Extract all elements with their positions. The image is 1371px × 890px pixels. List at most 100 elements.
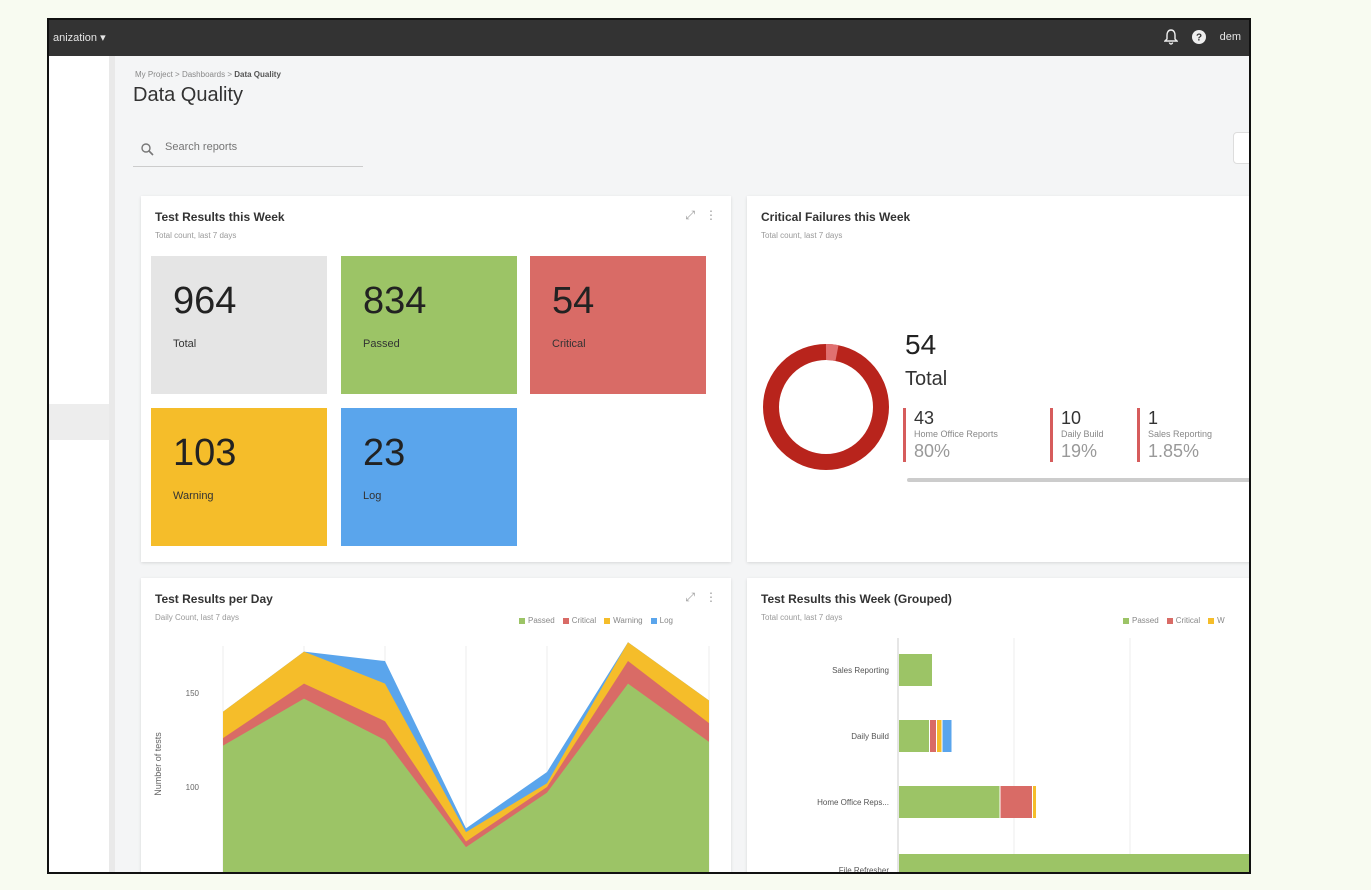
sidebar-item-selected[interactable] [49, 404, 109, 440]
legend-label: Critical [1175, 616, 1201, 625]
svg-text:?: ? [1196, 33, 1202, 44]
card-title: Test Results this Week [155, 210, 285, 224]
critical-tile[interactable]: 54 Critical [530, 256, 706, 394]
breakdown-count: 43 [914, 408, 935, 428]
chart-legend: Passed Critical W [1123, 616, 1225, 625]
legend-swatch [1208, 617, 1215, 624]
breadcrumb-current: Data Quality [234, 70, 281, 79]
breadcrumb-separator: > [227, 70, 232, 79]
search-box[interactable] [133, 134, 363, 167]
card-title: Test Results this Week (Grouped) [761, 592, 952, 606]
donut-ring [763, 344, 889, 470]
user-menu[interactable]: dem [1219, 31, 1241, 43]
legend-item-warning[interactable]: W [1208, 616, 1225, 625]
legend-swatch [650, 617, 657, 624]
legend-swatch [604, 617, 611, 624]
tile-value: 54 [552, 280, 595, 322]
tile-label: Warning [173, 490, 214, 502]
breakdown-percent: 1.85% [1148, 441, 1200, 461]
search-icon [141, 143, 154, 156]
expand-icon[interactable]: ⤢ [685, 208, 695, 222]
breakdown-percent: 19% [1061, 441, 1098, 461]
sidebar [49, 56, 109, 872]
category-label: Home Office Reps... [817, 798, 889, 807]
critical-donut-chart [763, 344, 889, 470]
legend-item-critical[interactable]: Critical [1166, 616, 1201, 625]
legend-label: Critical [571, 616, 597, 625]
warning-tile[interactable]: 103 Warning [151, 408, 327, 546]
total-tile[interactable]: 964 Total [151, 256, 327, 394]
legend-swatch [1123, 617, 1129, 624]
top-bar: anization ▾ ? dem [49, 20, 1249, 56]
test-results-week-card: Test Results this Week Total count, last… [141, 196, 731, 562]
legend-item-log[interactable]: Log [650, 616, 673, 625]
category-label: Daily Build [851, 732, 889, 741]
bar-critical [930, 720, 936, 752]
breakdown-item: 10 Daily Build 19% [1050, 408, 1104, 462]
organization-menu[interactable]: anization ▾ [53, 32, 106, 44]
bar-warning [1033, 786, 1036, 818]
legend-label: Passed [528, 616, 555, 625]
breakdown-count: 10 [1061, 408, 1082, 428]
breakdown-item: 43 Home Office Reports 80% [903, 408, 998, 462]
more-vert-icon[interactable]: ⋮ [705, 208, 717, 222]
area-series-passed [223, 683, 709, 872]
bar-warning [937, 720, 942, 752]
card-subtitle: Total count, last 7 days [761, 613, 843, 622]
legend-item-warning[interactable]: Warning [604, 616, 643, 625]
sidebar-divider [109, 56, 115, 872]
breadcrumb-dashboards[interactable]: Dashboards [181, 70, 226, 79]
expand-icon[interactable]: ⤢ [685, 590, 695, 604]
passed-tile[interactable]: 834 Passed [341, 256, 517, 394]
critical-total-value: 54 [905, 329, 937, 360]
legend-item-passed[interactable]: Passed [1123, 616, 1159, 625]
breakdown-name: Home Office Reports [914, 429, 998, 439]
bar-passed [899, 720, 929, 752]
tile-label: Critical [552, 338, 586, 350]
page-title: Data Quality [133, 84, 244, 106]
tile-label: Total [173, 338, 197, 350]
critical-total-label: Total [905, 368, 948, 390]
app-window: anization ▾ ? dem My Project > Dashboard… [47, 18, 1251, 874]
legend-item-passed[interactable]: Passed [519, 616, 555, 625]
breakdown-name: Sales Reporting [1148, 429, 1213, 439]
tile-value: 834 [363, 280, 427, 322]
breakdown-count: 1 [1148, 408, 1159, 428]
legend-swatch [562, 617, 569, 624]
tile-label: Passed [363, 338, 400, 350]
tile-value: 103 [173, 432, 237, 474]
legend-label: Warning [613, 616, 643, 625]
breakdown-percent: 80% [914, 441, 951, 461]
grouped-bar-chart: Sales Reporting Daily Build Home Office Re… [817, 638, 1249, 872]
chart-legend: Passed Critical Warning Log [519, 616, 673, 625]
card-title: Test Results per Day [155, 592, 273, 606]
breadcrumb-project[interactable]: My Project [135, 70, 173, 79]
card-subtitle: Daily Count, last 7 days [155, 613, 240, 622]
tile-value: 23 [363, 432, 406, 474]
legend-swatch [519, 617, 525, 624]
breakdown-name: Daily Build [1061, 429, 1104, 439]
legend-item-critical[interactable]: Critical [562, 616, 597, 625]
category-label: Sales Reporting [832, 666, 889, 675]
grouped-results-card: Test Results this Week (Grouped) Total c… [747, 578, 1249, 872]
legend-label: W [1217, 616, 1225, 625]
more-vert-icon[interactable]: ⋮ [705, 590, 717, 604]
bell-icon[interactable] [1163, 29, 1178, 45]
y-tick-label: 100 [186, 783, 200, 792]
bar-log [942, 720, 952, 752]
donut-slice-highlight [825, 344, 839, 361]
bar-passed [899, 786, 1000, 818]
legend-label: Passed [1132, 616, 1159, 625]
log-tile[interactable]: 23 Log [341, 408, 517, 546]
card-subtitle: Total count, last 7 days [155, 231, 237, 240]
breadcrumb: My Project > Dashboards > Data Quality [135, 70, 281, 79]
bar-passed [899, 854, 1249, 872]
breakdown-scrollbar[interactable] [907, 478, 1249, 482]
toolbar-button[interactable] [1233, 132, 1249, 164]
help-icon[interactable]: ? [1191, 30, 1206, 44]
tile-value: 964 [173, 280, 237, 322]
bar-passed [899, 654, 932, 686]
search-input[interactable] [163, 140, 357, 154]
test-results-per-day-card: Test Results per Day Daily Count, last 7… [141, 578, 731, 872]
